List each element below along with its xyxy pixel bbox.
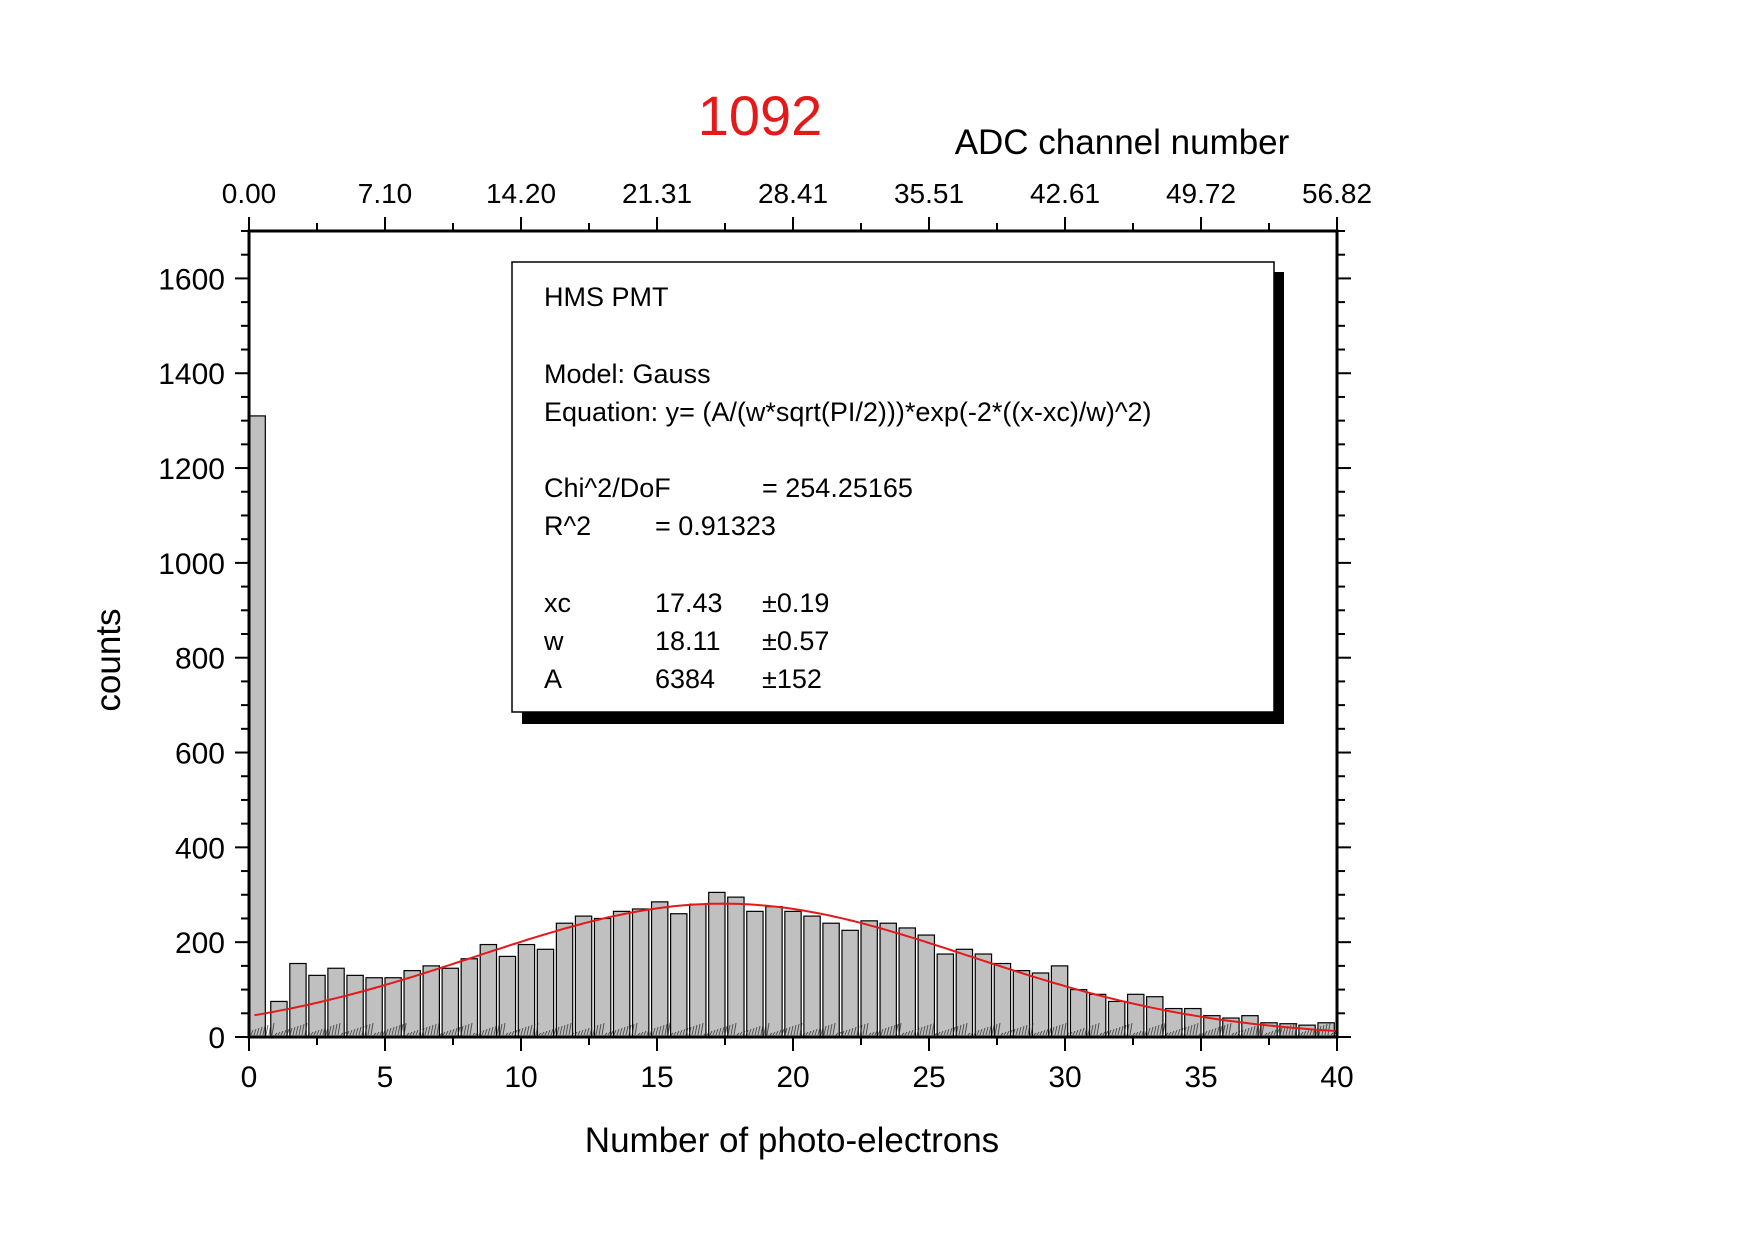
- histogram-bar: [248, 415, 266, 1038]
- histogram-bar: [555, 922, 574, 1038]
- fit-param-w-name: w: [543, 626, 564, 656]
- histogram-bar: [650, 901, 669, 1038]
- fit-box-r2-value: = 0.91323: [655, 511, 776, 541]
- histogram-bar: [765, 906, 783, 1038]
- fit-results-box: HMS PMT Model: Gauss Equation: y= (A/(w*…: [511, 261, 1284, 724]
- histogram-bar: [746, 910, 764, 1038]
- y-tick-label: 200: [175, 927, 225, 960]
- histogram-bar: [479, 943, 498, 1038]
- fit-param-xc-error: ±0.19: [762, 588, 829, 618]
- gauss-fit-line: [254, 902, 1338, 1032]
- histogram-bar: [936, 953, 955, 1038]
- histogram-bar: [822, 922, 840, 1038]
- histogram-bar: [1012, 970, 1031, 1038]
- fit-param-a-error: ±152: [762, 664, 822, 694]
- fit-box-title: HMS PMT: [544, 282, 669, 312]
- histogram-bar: [460, 958, 479, 1038]
- histogram-bar: [593, 917, 612, 1038]
- ticks-layer: 0 0.00 5 7.10 10 14.20 15 21.31 20 28.41 25 35.51 30…: [158, 178, 1372, 1094]
- fit-box-r2-label: R^2: [544, 511, 591, 541]
- x-tick-label: 0: [241, 1061, 258, 1094]
- fit-param-xc-value: 17.43: [655, 588, 723, 618]
- histogram-bar: [1031, 972, 1050, 1038]
- histogram-bar: [1126, 993, 1145, 1038]
- noise-band: [250, 1022, 1337, 1036]
- histogram-bar: [270, 1000, 288, 1038]
- y-tick-label: 1000: [158, 548, 225, 581]
- y-tick-label: 1600: [158, 263, 225, 296]
- histogram-bar: [974, 953, 993, 1038]
- fit-box-chi-value: = 254.25165: [762, 473, 913, 503]
- x-tick-label: 35: [1184, 1061, 1217, 1094]
- histogram-bar: [441, 967, 460, 1038]
- x-tick-label: 40: [1320, 1061, 1353, 1094]
- y-tick-label: 0: [208, 1022, 225, 1055]
- x-tick-label: 10: [504, 1061, 537, 1094]
- x2-tick-label: 0.00: [222, 178, 277, 209]
- fit-param-a-name: A: [544, 664, 562, 694]
- fit-box-chi-label: Chi^2/DoF: [544, 473, 671, 503]
- fit-param-w-error: ±0.57: [762, 626, 829, 656]
- histogram-bar: [669, 913, 688, 1038]
- histogram-bar: [403, 970, 421, 1038]
- histogram-bar: [708, 891, 726, 1038]
- fit-param-xc-name: xc: [544, 588, 571, 618]
- fit-param-a-value: 6384: [655, 664, 715, 694]
- x2-tick-label: 21.31: [622, 178, 692, 209]
- histogram-bar: [803, 915, 821, 1038]
- histogram-bar: [1069, 988, 1088, 1038]
- x-tick-label: 20: [776, 1061, 809, 1094]
- histogram-bar: [955, 948, 974, 1038]
- histogram-bar: [536, 948, 555, 1038]
- histogram-bar: [917, 934, 936, 1038]
- histogram-bar: [841, 929, 859, 1038]
- y-tick-label: 800: [175, 643, 225, 676]
- y-tick-label: 600: [175, 738, 225, 771]
- x2-tick-label: 49.72: [1166, 178, 1236, 209]
- histogram-bar: [422, 965, 440, 1038]
- x2-tick-label: 42.61: [1030, 178, 1100, 209]
- chart-title: 1092: [698, 84, 823, 147]
- histogram-bar: [898, 927, 917, 1038]
- histogram-bar: [574, 915, 593, 1038]
- histogram-bar: [517, 943, 536, 1038]
- histogram-bar: [689, 903, 707, 1038]
- x-tick-label: 15: [640, 1061, 673, 1094]
- x2-tick-label: 56.82: [1302, 178, 1372, 209]
- histogram-bar: [612, 910, 631, 1038]
- fit-box-model: Model: Gauss: [544, 359, 711, 389]
- x-tick-label: 30: [1048, 1061, 1081, 1094]
- noise-hatch: [250, 1022, 1337, 1036]
- fit-box-panel: [511, 261, 1275, 713]
- x-axis-title: Number of photo-electrons: [585, 1121, 999, 1160]
- x2-tick-label: 7.10: [358, 178, 413, 209]
- fit-box-equation: Equation: y= (A/(w*sqrt(PI/2)))*exp(-2*(…: [544, 397, 1152, 427]
- top-axis-title: ADC channel number: [955, 123, 1290, 162]
- y-tick-label: 1200: [158, 453, 225, 486]
- y-tick-label: 1400: [158, 358, 225, 391]
- fit-param-w-value: 18.11: [655, 626, 721, 656]
- histogram-bar: [879, 922, 897, 1038]
- x2-tick-label: 28.41: [758, 178, 828, 209]
- x-tick-label: 25: [912, 1061, 945, 1094]
- histogram-bar: [631, 908, 650, 1038]
- histogram-bar: [308, 974, 326, 1038]
- fit-layer: [254, 902, 1338, 1032]
- histogram-bar: [1107, 1000, 1126, 1038]
- histogram-bar: [860, 920, 878, 1038]
- x2-tick-label: 14.20: [486, 178, 556, 209]
- x2-tick-label: 35.51: [894, 178, 964, 209]
- y-axis-title: counts: [89, 608, 128, 711]
- y-tick-label: 400: [175, 832, 225, 865]
- x-tick-label: 5: [377, 1061, 394, 1094]
- histogram-bar: [784, 910, 802, 1038]
- histogram-bar: [727, 896, 745, 1038]
